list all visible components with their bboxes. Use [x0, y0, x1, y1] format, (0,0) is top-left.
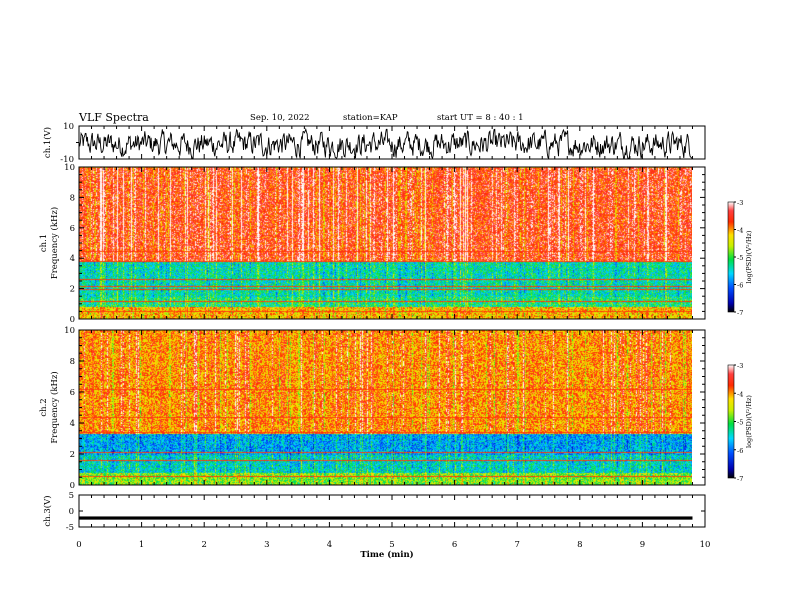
ch2-spectrogram-colorbar-tick-label: -6	[737, 447, 743, 455]
ch2-spectrogram-y-tick-label: 0	[70, 481, 75, 491]
ch2-spectrogram-image	[79, 330, 692, 485]
x-tick-label: 2	[201, 540, 206, 550]
ch2-spectrogram-colorbar-label: log(PSD)(V²/Hz)	[745, 395, 753, 448]
chart-title: VLF Spectra	[79, 111, 149, 124]
ch1-spectrogram-colorbar-tick-label: -4	[737, 227, 743, 235]
ch1-spectrogram-y-tick-label: 0	[70, 315, 75, 325]
ch2-spectrogram-colorbar-tick-label: -5	[737, 419, 743, 427]
x-tick-label: 4	[327, 540, 332, 550]
ch2-spectrogram-y-tick-label: 2	[70, 450, 75, 460]
ch2-spectrogram-y-tick-label: 4	[70, 419, 75, 429]
ch1-waveform-line	[78, 127, 693, 160]
ch1-spectrogram-y-tick-label: 2	[70, 285, 75, 295]
ch1-y-tick-label: 10	[63, 122, 74, 132]
date-label: Sep. 10, 2022	[250, 113, 310, 123]
ch2-spectrogram-y-tick-label: 8	[70, 357, 75, 367]
ch1-spectrogram-colorbar-tick-label: -6	[737, 282, 743, 290]
x-tick-label: 6	[452, 540, 457, 550]
ch3-y-tick-label: 5	[69, 491, 74, 501]
ch2-spectrogram-y-tick-label: 6	[70, 388, 75, 398]
ch3-waveform-trace	[79, 516, 693, 520]
x-tick-label: 0	[76, 540, 81, 550]
x-tick-label: 8	[577, 540, 582, 550]
ch2-spectrogram-colorbar	[727, 364, 735, 479]
ch1-spectrogram-colorbar-label: log(PSD)(V²/Hz)	[745, 230, 753, 283]
ch2-spectrogram-channel-label: ch.2	[39, 398, 49, 416]
ch3-y-tick-label: -5	[66, 523, 74, 533]
ch3-y-tick-label: 0	[69, 507, 74, 517]
x-axis-label: Time (min)	[360, 549, 413, 560]
start-time-label: start UT = 8 : 40 : 1	[437, 113, 524, 123]
ch1-spectrogram-y-tick-label: 8	[70, 193, 75, 203]
x-tick-label: 10	[700, 540, 711, 550]
x-tick-label: 5	[389, 540, 394, 550]
ch1-spectrogram-colorbar-tick-label: -3	[737, 199, 743, 207]
ch1-spectrogram-image	[79, 167, 692, 319]
ch1-y-tick-label: -10	[60, 155, 74, 165]
ch2-spectrogram-y-tick-label: 10	[64, 326, 75, 336]
ch1-spectrogram-colorbar	[727, 201, 735, 313]
ch1-spectrogram-colorbar-tick-label: -7	[737, 309, 743, 317]
ch1-spectrogram-colorbar-tick-label: -5	[737, 254, 743, 262]
ch3-y-axis-label: ch.3(V)	[42, 495, 53, 526]
ch2-spectrogram-colorbar-tick-label: -3	[737, 362, 743, 370]
ch1-spectrogram-y-axis-label: Frequency (kHz)	[49, 207, 60, 279]
ch2-spectrogram-y-axis-label: Frequency (kHz)	[49, 371, 60, 443]
x-tick-label: 7	[514, 540, 519, 550]
x-tick-label: 3	[264, 540, 269, 550]
ch1-y-axis-label: ch.1(V)	[42, 127, 53, 158]
ch2-spectrogram-colorbar-tick-label: -4	[737, 390, 743, 398]
ch1-spectrogram-y-tick-label: 10	[64, 163, 75, 173]
ch1-spectrogram-y-tick-label: 6	[70, 224, 75, 234]
x-tick-label: 9	[640, 540, 645, 550]
station-label: station=KAP	[343, 113, 398, 123]
ch1-spectrogram-channel-label: ch.1	[39, 234, 49, 252]
ch1-spectrogram-y-tick-label: 4	[70, 254, 75, 264]
ch2-spectrogram-colorbar-tick-label: -7	[737, 475, 743, 483]
x-tick-label: 1	[139, 540, 144, 550]
